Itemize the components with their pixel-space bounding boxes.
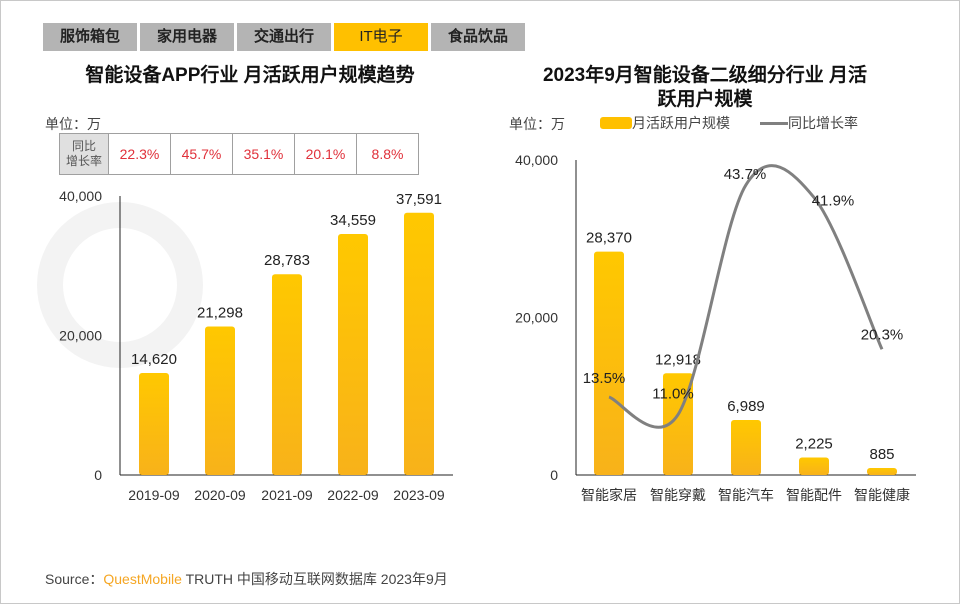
left-unit-label: 单位：万	[45, 116, 101, 132]
left-x-tick-label: 2022-09	[327, 487, 379, 503]
right-bar	[867, 468, 897, 475]
left-y-tick-label: 0	[94, 467, 102, 483]
tab-transport[interactable]: 交通出行	[237, 23, 331, 51]
right-x-tick-label: 智能家居	[581, 487, 637, 503]
tab-food[interactable]: 食品饮品	[431, 23, 525, 51]
right-bar	[594, 251, 624, 475]
right-y-tick-label: 40,000	[515, 152, 558, 168]
legend: 月活跃用户规模 同比增长率	[600, 113, 858, 133]
right-bar-value-label: 885	[869, 446, 894, 463]
source-note: Source：QuestMobile TRUTH 中国移动互联网数据库 2023…	[45, 569, 448, 589]
legend-bar-swatch	[600, 117, 632, 129]
yoy-table: 同比 增长率 22.3% 45.7% 35.1% 20.1% 8.8%	[59, 133, 419, 175]
tab-apparel[interactable]: 服饰箱包	[43, 23, 137, 51]
yoy-point-label: 13.5%	[583, 370, 626, 387]
right-chart-title: 2023年9月智能设备二级细分行业 月活 跃用户规模	[495, 64, 915, 112]
yoy-cell: 20.1%	[294, 133, 357, 175]
right-bar-value-label: 2,225	[795, 435, 833, 452]
source-brand: QuestMobile	[103, 571, 182, 587]
left-x-tick-label: 2023-09	[393, 487, 445, 503]
yoy-point-label: 43.7%	[724, 166, 767, 183]
legend-line-swatch	[760, 121, 788, 125]
category-tabs: 服饰箱包 家用电器 交通出行 IT电子 食品饮品	[43, 23, 525, 51]
yoy-cell: 35.1%	[232, 133, 295, 175]
right-title-line-2: 跃用户规模	[657, 89, 753, 110]
yoy-point-label: 20.3%	[861, 326, 904, 343]
right-bar-value-label: 12,918	[655, 351, 701, 368]
right-title-line-1: 2023年9月智能设备二级细分行业 月活	[542, 65, 868, 86]
left-bar-value-label: 28,783	[264, 252, 310, 269]
right-y-tick-label: 0	[550, 467, 558, 483]
right-y-tick-label: 20,000	[515, 310, 558, 326]
left-chart-title: 智能设备APP行业 月活跃用户规模趋势	[85, 65, 415, 86]
right-x-tick-label: 智能健康	[854, 487, 910, 503]
yoy-cell: 8.8%	[356, 133, 419, 175]
left-bar-value-label: 34,559	[330, 212, 376, 229]
left-y-tick-label: 40,000	[59, 188, 102, 204]
left-bar	[404, 212, 434, 475]
left-x-tick-label: 2019-09	[128, 487, 180, 503]
left-bar	[338, 233, 368, 475]
yoy-cell: 22.3%	[108, 133, 171, 175]
right-x-tick-label: 智能配件	[786, 487, 842, 503]
yoy-point-label: 41.9%	[812, 192, 855, 209]
right-unit-label: 单位：万	[509, 116, 565, 132]
yoy-header-line-1: 同比	[71, 139, 96, 153]
left-x-tick-label: 2021-09	[261, 487, 313, 503]
tab-appliances[interactable]: 家用电器	[140, 23, 234, 51]
tab-it-electronics[interactable]: IT电子	[334, 23, 428, 51]
right-bar	[731, 419, 761, 475]
yoy-cell: 45.7%	[170, 133, 233, 175]
right-x-tick-label: 智能穿戴	[650, 487, 706, 503]
right-bar-value-label: 28,370	[586, 230, 632, 247]
left-y-tick-label: 20,000	[59, 328, 102, 344]
left-bar	[205, 326, 235, 475]
legend-bar-label: 月活跃用户规模	[632, 115, 730, 131]
source-prefix: Source：	[45, 571, 104, 587]
left-x-tick-label: 2020-09	[194, 487, 246, 503]
left-bar	[272, 274, 302, 475]
left-bar	[139, 373, 169, 475]
yoy-point-label: 11.0%	[652, 386, 693, 403]
right-x-tick-label: 智能汽车	[718, 487, 774, 503]
right-bar	[799, 457, 829, 475]
left-bar-value-label: 14,620	[131, 351, 177, 368]
left-bar-value-label: 37,591	[396, 191, 442, 208]
yoy-header-line-2: 增长率	[65, 154, 102, 168]
right-bar-value-label: 6,989	[727, 398, 765, 415]
source-rest: TRUTH 中国移动互联网数据库 2023年9月	[181, 571, 448, 587]
yoy-growth-line	[608, 164, 884, 429]
left-bar-value-label: 21,298	[197, 304, 243, 321]
legend-line-label: 同比增长率	[788, 115, 858, 131]
yoy-header: 同比 增长率	[59, 133, 109, 175]
